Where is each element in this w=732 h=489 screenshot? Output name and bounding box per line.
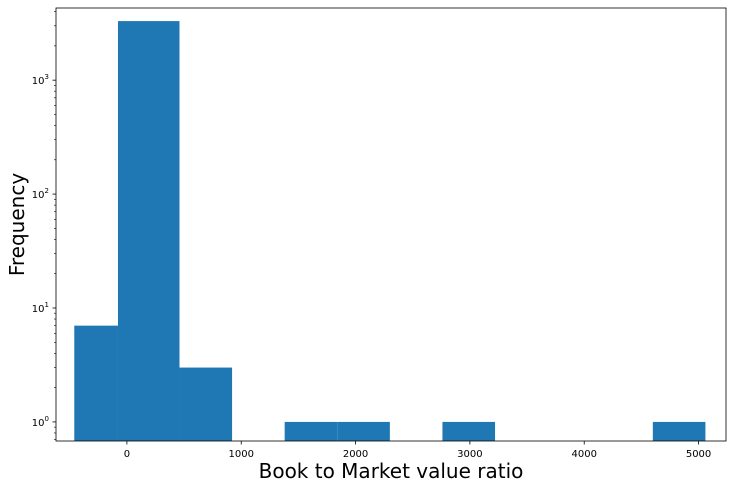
y-tick-label-3: 103 <box>32 73 49 87</box>
histogram-bar-5 <box>337 421 390 441</box>
x-tick-label-3: 3000 <box>457 449 482 460</box>
x-tick-label-2: 2000 <box>343 449 368 460</box>
x-axis-ticks: 0 1000 2000 3000 4000 5000 <box>124 441 711 460</box>
x-tick-label-0: 0 <box>124 449 130 460</box>
histogram-bar-7 <box>442 421 496 441</box>
x-axis-label: Book to Market value ratio <box>259 459 524 483</box>
bars-group <box>74 21 706 441</box>
y-tick-label-2: 102 <box>32 187 49 201</box>
histogram-bar-2 <box>179 367 233 441</box>
x-tick-label-4: 4000 <box>571 449 596 460</box>
histogram-bar-0 <box>74 325 118 441</box>
x-tick-label-1: 1000 <box>228 449 253 460</box>
x-tick-label-5: 5000 <box>686 449 711 460</box>
plot-area-frame <box>55 7 727 442</box>
y-tick-label-1: 101 <box>32 301 49 315</box>
histogram-bar-1 <box>117 21 180 441</box>
y-tick-label-0: 100 <box>32 415 49 429</box>
histogram-bar-4 <box>284 421 338 441</box>
y-axis-label: Frequency <box>5 173 29 276</box>
histogram-bar-11 <box>652 421 706 441</box>
